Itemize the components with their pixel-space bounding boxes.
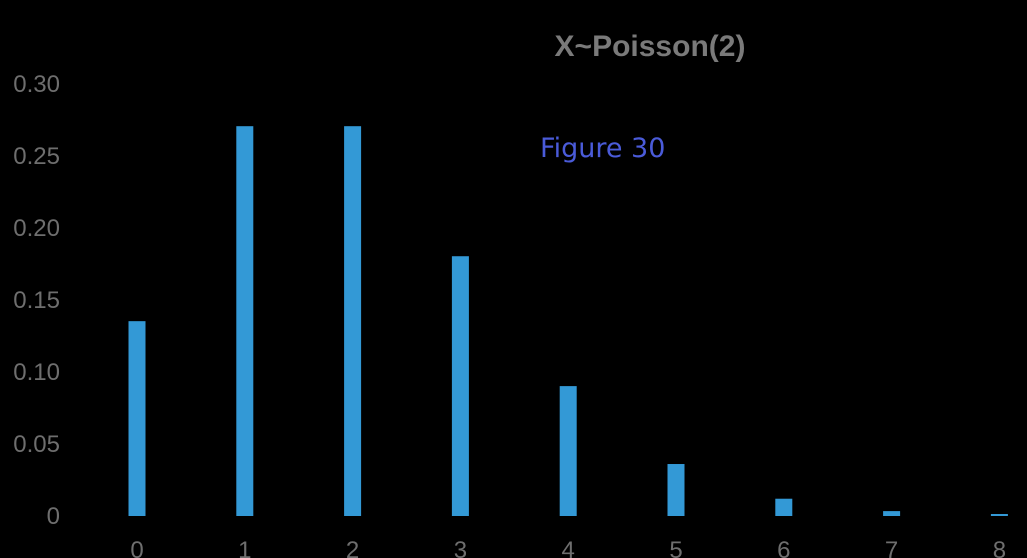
figure-annotation: Figure 30 (540, 133, 665, 164)
bar-6 (775, 498, 793, 516)
x-tick-label: 7 (885, 537, 898, 558)
bar-4 (559, 386, 577, 516)
y-tick-label: 0.10 (13, 359, 60, 386)
y-axis-ticks: 0 0.05 0.10 0.15 0.20 0.25 0.30 (13, 71, 60, 530)
bar-1 (236, 126, 254, 516)
bar-7 (883, 511, 901, 516)
bar-2 (344, 126, 362, 516)
x-tick-label: 6 (777, 537, 790, 558)
y-tick-label: 0.05 (13, 431, 60, 458)
x-tick-label: 1 (238, 537, 251, 558)
y-tick-label: 0.15 (13, 287, 60, 314)
x-axis-ticks: 0 1 2 3 4 5 6 7 8 (130, 537, 1006, 558)
y-tick-label: 0.20 (13, 215, 60, 242)
x-tick-label: 0 (130, 537, 143, 558)
chart-title: X~Poisson(2) (555, 30, 746, 63)
bars (128, 126, 1008, 516)
x-tick-label: 3 (454, 537, 467, 558)
bar-8 (990, 514, 1008, 516)
bar-0 (128, 321, 146, 516)
x-tick-label: 2 (346, 537, 359, 558)
y-tick-label: 0 (47, 503, 60, 530)
x-tick-label: 5 (669, 537, 682, 558)
bar-3 (451, 256, 469, 516)
x-tick-label: 8 (993, 537, 1006, 558)
y-tick-label: 0.25 (13, 143, 60, 170)
y-tick-label: 0.30 (13, 71, 60, 98)
x-tick-label: 4 (562, 537, 575, 558)
bar-5 (667, 464, 685, 516)
